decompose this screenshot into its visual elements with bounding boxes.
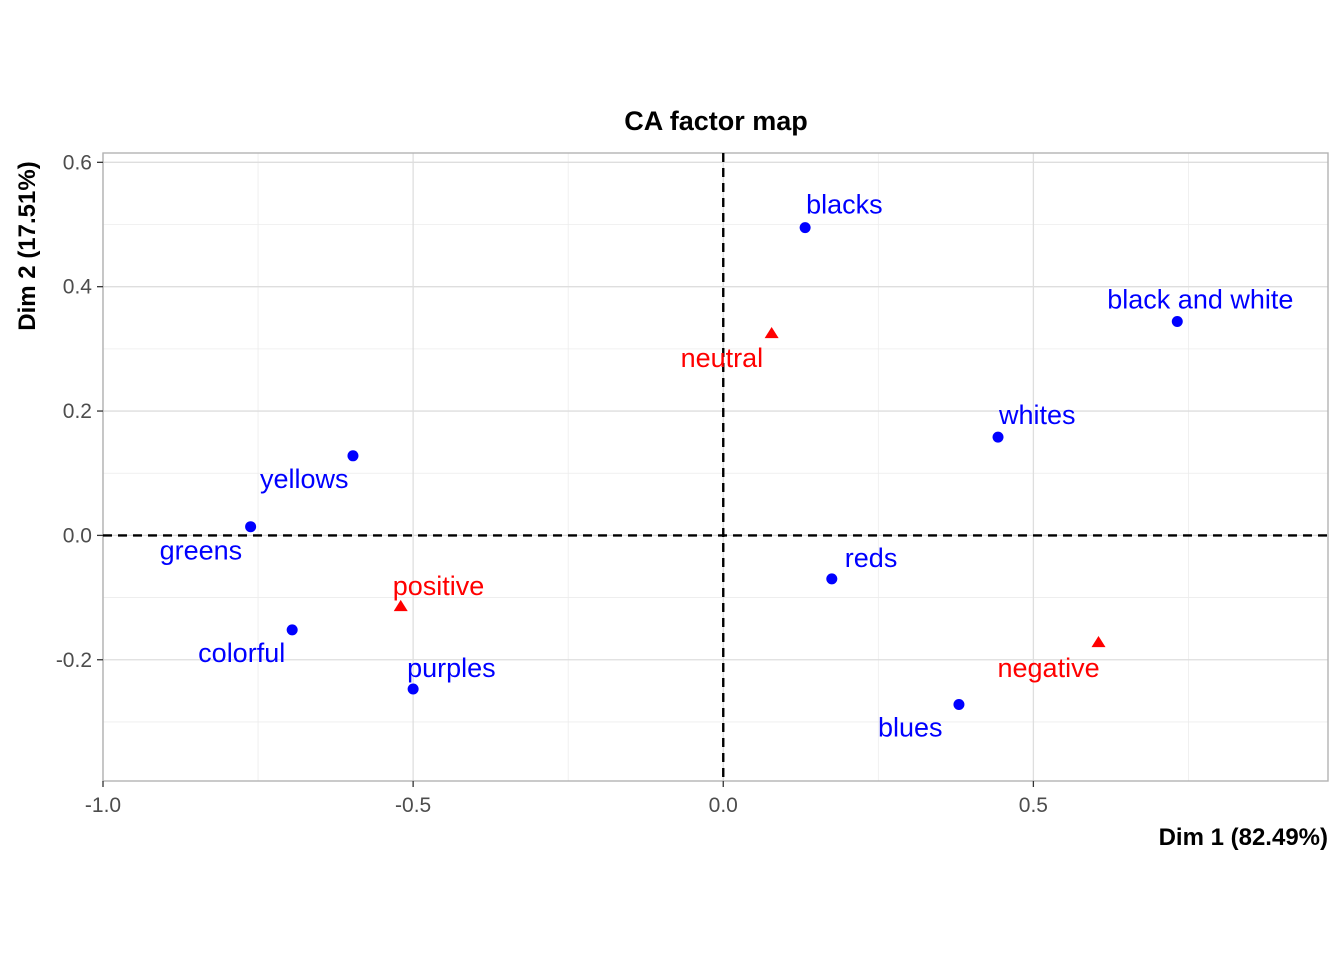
y-tick-label: 0.0	[63, 524, 92, 547]
label-yellows: yellows	[260, 464, 349, 494]
label-colorful: colorful	[198, 638, 285, 668]
label-whites: whites	[998, 400, 1076, 430]
point-blues	[953, 699, 965, 711]
y-tick-label: 0.4	[63, 276, 93, 299]
label-greens: greens	[160, 536, 243, 566]
point-whites	[992, 431, 1004, 443]
label-blacks: blacks	[806, 190, 883, 220]
chart-title: CA factor map	[624, 106, 808, 136]
minor-gridlines	[103, 153, 1328, 781]
point-reds	[826, 573, 838, 585]
point-colorful	[286, 624, 298, 636]
point-negative	[1091, 635, 1106, 648]
reference-lines	[103, 153, 1328, 781]
label-positive: positive	[393, 571, 485, 601]
x-tick-label: 0.5	[1019, 794, 1048, 817]
label-blues: blues	[878, 713, 943, 743]
y-tick-label: -0.2	[56, 649, 92, 672]
x-tick-label: -1.0	[85, 794, 121, 817]
axis-ticks: -1.0 -0.5 0.0 0.5 -0.2 0.0 0.2 0.4 0.6	[56, 151, 1048, 817]
y-axis-title: Dim 2 (17.51%)	[14, 161, 41, 330]
point-blacks	[799, 222, 811, 234]
x-axis-title: Dim 1 (82.49%)	[1159, 824, 1328, 851]
data-points	[245, 222, 1183, 711]
label-neutral: neutral	[681, 343, 764, 373]
y-tick-label: 0.2	[63, 400, 92, 423]
x-tick-label: -0.5	[395, 794, 431, 817]
major-gridlines	[102, 153, 1328, 781]
label-black-and-white: black and white	[1107, 285, 1293, 315]
plot-panel-border	[102, 152, 1329, 782]
point-purples	[407, 683, 419, 695]
label-reds: reds	[845, 543, 898, 573]
point-neutral	[764, 326, 779, 339]
point-greens	[245, 521, 257, 533]
point-yellows	[347, 450, 359, 462]
y-tick-label: 0.6	[63, 151, 92, 174]
point-positive	[393, 599, 408, 612]
label-negative: negative	[998, 653, 1100, 683]
point-labels: blacks black and white whites yellows greens…	[160, 190, 1294, 743]
label-purples: purples	[407, 653, 496, 683]
point-black-and-white	[1171, 316, 1183, 328]
x-tick-label: 0.0	[709, 794, 738, 817]
